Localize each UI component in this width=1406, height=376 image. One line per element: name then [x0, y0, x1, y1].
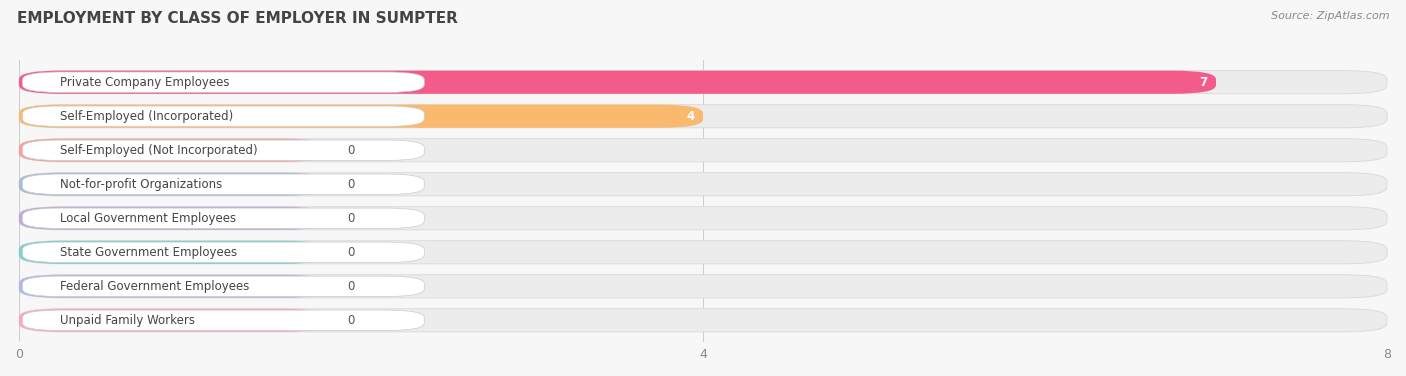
FancyBboxPatch shape [20, 207, 1386, 230]
FancyBboxPatch shape [20, 173, 326, 196]
FancyBboxPatch shape [22, 106, 425, 126]
FancyBboxPatch shape [20, 139, 1386, 162]
FancyBboxPatch shape [20, 241, 1386, 264]
FancyBboxPatch shape [20, 207, 326, 230]
Text: Private Company Employees: Private Company Employees [60, 76, 229, 89]
FancyBboxPatch shape [20, 309, 326, 332]
Text: Self-Employed (Not Incorporated): Self-Employed (Not Incorporated) [60, 144, 257, 157]
Text: Federal Government Employees: Federal Government Employees [60, 280, 249, 293]
Text: Source: ZipAtlas.com: Source: ZipAtlas.com [1271, 11, 1389, 21]
FancyBboxPatch shape [20, 173, 1386, 196]
FancyBboxPatch shape [20, 71, 1386, 94]
Text: Unpaid Family Workers: Unpaid Family Workers [60, 314, 195, 327]
Text: 0: 0 [347, 178, 354, 191]
FancyBboxPatch shape [22, 72, 425, 92]
Text: EMPLOYMENT BY CLASS OF EMPLOYER IN SUMPTER: EMPLOYMENT BY CLASS OF EMPLOYER IN SUMPT… [17, 11, 458, 26]
Text: 0: 0 [347, 280, 354, 293]
FancyBboxPatch shape [22, 174, 425, 194]
Text: 0: 0 [347, 212, 354, 225]
FancyBboxPatch shape [22, 242, 425, 262]
FancyBboxPatch shape [20, 275, 326, 298]
FancyBboxPatch shape [20, 105, 703, 128]
Text: Not-for-profit Organizations: Not-for-profit Organizations [60, 178, 222, 191]
Text: 0: 0 [347, 314, 354, 327]
FancyBboxPatch shape [22, 208, 425, 229]
Text: 0: 0 [347, 246, 354, 259]
Text: Local Government Employees: Local Government Employees [60, 212, 236, 225]
Text: 4: 4 [686, 110, 695, 123]
FancyBboxPatch shape [22, 310, 425, 331]
Text: Self-Employed (Incorporated): Self-Employed (Incorporated) [60, 110, 233, 123]
FancyBboxPatch shape [20, 309, 1386, 332]
Text: State Government Employees: State Government Employees [60, 246, 238, 259]
FancyBboxPatch shape [20, 275, 1386, 298]
FancyBboxPatch shape [22, 140, 425, 161]
FancyBboxPatch shape [20, 105, 1386, 128]
FancyBboxPatch shape [20, 241, 326, 264]
Text: 0: 0 [347, 144, 354, 157]
FancyBboxPatch shape [22, 276, 425, 297]
FancyBboxPatch shape [20, 71, 1216, 94]
Text: 7: 7 [1199, 76, 1208, 89]
FancyBboxPatch shape [20, 139, 326, 162]
